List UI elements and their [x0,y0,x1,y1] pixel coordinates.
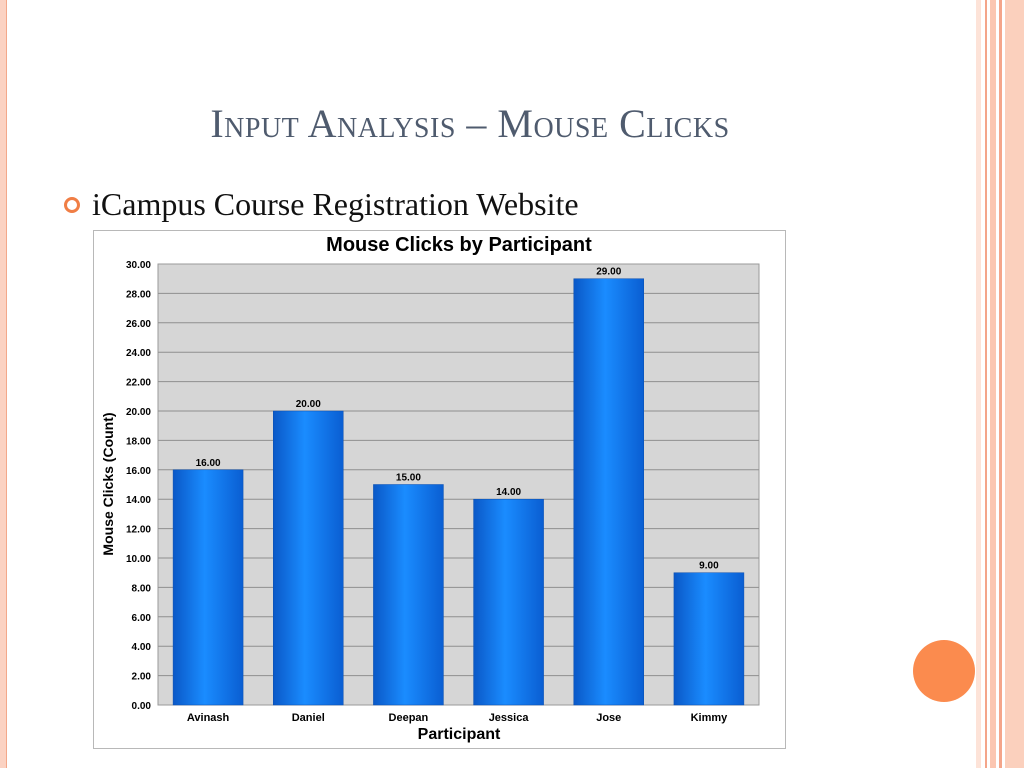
chart-title: Mouse Clicks by Participant [326,234,592,256]
y-tick-label: 0.00 [132,701,152,712]
y-tick-label: 8.00 [132,583,152,594]
bar-value-labels: 16.00 20.00 15.00 14.00 29.00 9.00 [196,267,720,572]
y-tick-label: 18.00 [126,436,151,447]
x-axis-title: Participant [418,726,501,743]
x-tick-label: Jessica [489,712,530,724]
bar-value-label: 16.00 [196,458,221,469]
y-tick-label: 24.00 [126,348,151,359]
bar [673,572,745,706]
gridlines [158,292,759,677]
bar-value-label: 9.00 [699,561,719,572]
bars [172,278,745,706]
orange-circle-decoration [913,640,975,702]
x-tick-label: Daniel [292,712,325,724]
y-tick-label: 4.00 [132,642,152,653]
x-tick-label: Avinash [187,712,230,724]
y-tick-label: 10.00 [126,554,151,565]
bar [573,278,644,706]
x-tick-label: Jose [596,712,621,724]
bar [273,410,344,706]
x-tick-label: Deepan [389,712,429,724]
y-tick-label: 22.00 [126,378,151,389]
plot-area [157,263,760,706]
y-axis-title: Mouse Clicks (Count) [100,412,116,555]
y-tick-label: 16.00 [126,466,151,477]
y-tick-label: 20.00 [126,407,151,418]
bar-chart: Mouse Clicks by Participant 0.00 2.00 4.00… [100,234,760,743]
y-tick-label: 30.00 [126,260,151,271]
y-tick-label: 2.00 [132,672,152,683]
y-tick-label: 6.00 [132,613,152,624]
bar-value-label: 15.00 [396,473,421,484]
bar-value-label: 20.00 [296,399,321,410]
y-axis-ticks: 0.00 2.00 4.00 6.00 8.00 10.00 12.00 14.00 16.00… [126,260,151,712]
bullet-ring-icon [64,196,80,213]
right-stripes-decoration [976,0,1024,768]
x-tick-label: Kimmy [691,712,729,724]
slide-title: Input Analysis – Mouse Clicks [210,101,730,146]
bar [172,469,244,706]
bullet-item: iCampus Course Registration Website [64,186,579,223]
chart-frame: Mouse Clicks by Participant 0.00 2.00 4.00… [93,230,786,749]
bar [473,498,544,706]
y-tick-label: 14.00 [126,495,151,506]
y-tick-label: 26.00 [126,319,151,330]
bar-value-label: 14.00 [496,487,521,498]
bar [373,484,444,706]
y-tick-label: 12.00 [126,525,151,536]
x-axis-ticks: Avinash Daniel Deepan Jessica Jose Kimmy [187,712,728,724]
y-tick-label: 28.00 [126,289,151,300]
bar-value-label: 29.00 [596,267,621,278]
bullet-text: iCampus Course Registration Website [92,186,579,222]
left-border-decoration [0,0,7,768]
